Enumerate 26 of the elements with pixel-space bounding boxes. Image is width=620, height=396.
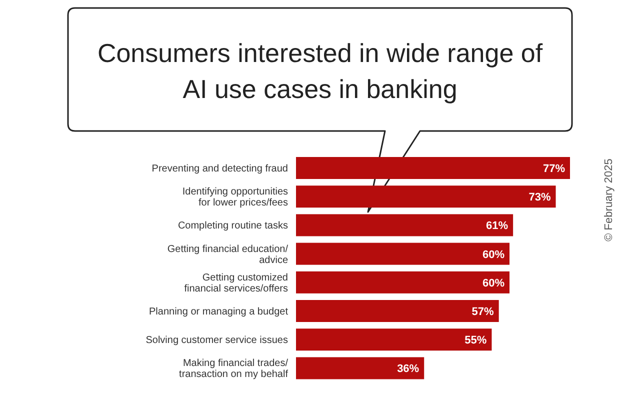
bar xyxy=(296,242,510,265)
data-label: 36% xyxy=(397,363,420,376)
bar xyxy=(296,328,492,351)
y-tick-label: Planning or managing a budget xyxy=(149,306,288,318)
data-label: 77% xyxy=(542,163,566,175)
bar xyxy=(296,300,499,322)
bar xyxy=(296,157,570,179)
y-tick-label: Solving customer service issues xyxy=(146,335,288,346)
y-tick-label: Identifying opportunities for lower prices/fees xyxy=(182,186,288,209)
bar xyxy=(296,271,510,294)
bar xyxy=(296,186,556,208)
y-tick-label: Getting customized financial services/offers xyxy=(184,272,288,294)
data-label: 55% xyxy=(464,334,487,347)
y-tick-label: Preventing and detecting fraud xyxy=(152,164,288,174)
data-label: 73% xyxy=(528,192,551,204)
data-label: 60% xyxy=(482,277,505,290)
text: © February 2025 xyxy=(603,158,615,242)
bar xyxy=(296,214,514,236)
bar xyxy=(296,357,424,380)
data-label: 57% xyxy=(472,306,494,318)
y-tick-label: Completing routine tasks xyxy=(178,220,288,232)
chart-title: Consumers interested in wide range of AI use cases in banking xyxy=(97,38,544,104)
y-tick-label: Making financial trades/ transaction on my behalf xyxy=(179,358,288,380)
data-label: 60% xyxy=(482,248,505,261)
data-label: 61% xyxy=(486,220,508,232)
y-tick-label: Getting financial education/ advice xyxy=(167,244,288,266)
